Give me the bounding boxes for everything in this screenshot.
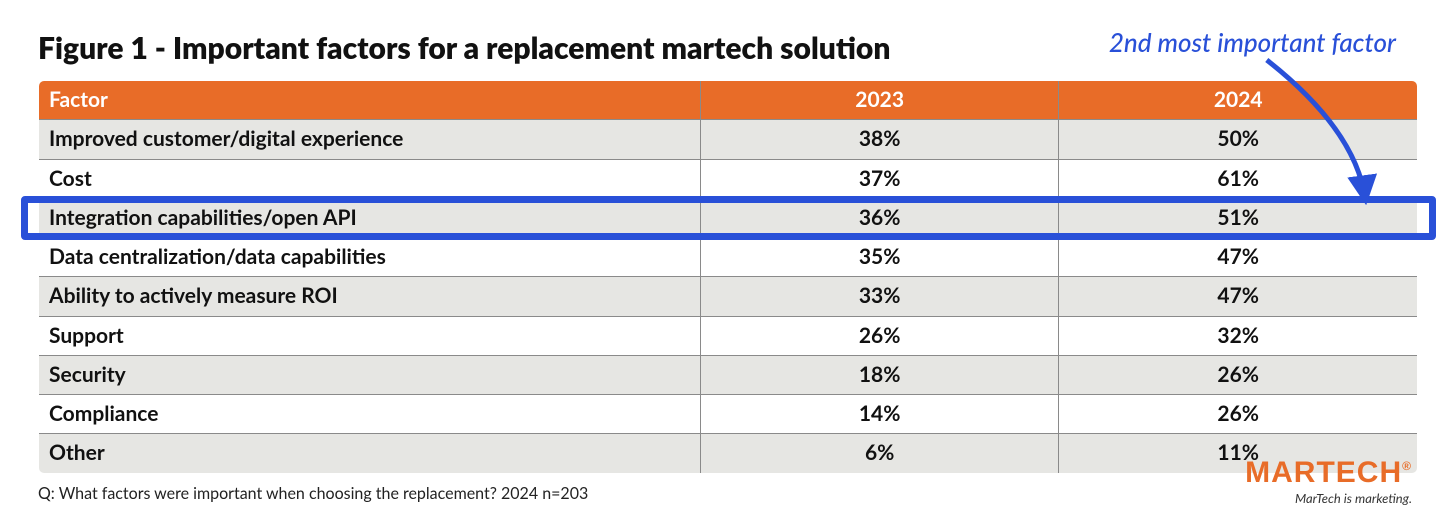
- table-container: Factor 2023 2024 Improved customer/digit…: [38, 80, 1418, 474]
- factor-cell: Cost: [39, 159, 701, 198]
- value-2024: 47%: [1059, 238, 1418, 277]
- annotation-label: 2nd most important factor: [1109, 26, 1396, 58]
- value-2024: 47%: [1059, 277, 1418, 316]
- factor-cell: Compliance: [39, 395, 701, 434]
- brand-logo: MARTECH®: [1245, 458, 1412, 488]
- value-2023: 35%: [700, 238, 1059, 277]
- value-2023: 14%: [700, 395, 1059, 434]
- table-header-row: Factor 2023 2024: [39, 81, 1418, 120]
- value-2024: 32%: [1059, 316, 1418, 355]
- factors-table: Factor 2023 2024 Improved customer/digit…: [38, 80, 1418, 474]
- value-2024: 61%: [1059, 159, 1418, 198]
- col-header-2024: 2024: [1059, 81, 1418, 120]
- factor-cell: Improved customer/digital experience: [39, 120, 701, 159]
- table-row: Data centralization/data capabilities35%…: [39, 238, 1418, 277]
- table-row: Other6%11%: [39, 434, 1418, 473]
- value-2024: 50%: [1059, 120, 1418, 159]
- value-2024: 26%: [1059, 395, 1418, 434]
- col-header-2023: 2023: [700, 81, 1059, 120]
- factor-cell: Other: [39, 434, 701, 473]
- brand-tagline: MarTech is marketing.: [1245, 490, 1412, 506]
- factor-cell: Integration capabilities/open API: [39, 198, 701, 237]
- table-row: Cost37%61%: [39, 159, 1418, 198]
- table-row: Compliance14%26%: [39, 395, 1418, 434]
- value-2023: 26%: [700, 316, 1059, 355]
- table-row: Improved customer/digital experience38%5…: [39, 120, 1418, 159]
- factor-cell: Security: [39, 355, 701, 394]
- value-2023: 37%: [700, 159, 1059, 198]
- value-2023: 33%: [700, 277, 1059, 316]
- footnote: Q: What factors were important when choo…: [38, 484, 1418, 503]
- factor-cell: Support: [39, 316, 701, 355]
- table-row: Security18%26%: [39, 355, 1418, 394]
- table-row: Support26%32%: [39, 316, 1418, 355]
- value-2024: 26%: [1059, 355, 1418, 394]
- table-row: Ability to actively measure ROI33%47%: [39, 277, 1418, 316]
- brand-block: MARTECH® MarTech is marketing.: [1245, 458, 1412, 506]
- factor-cell: Ability to actively measure ROI: [39, 277, 701, 316]
- value-2023: 18%: [700, 355, 1059, 394]
- value-2023: 6%: [700, 434, 1059, 473]
- col-header-factor: Factor: [39, 81, 701, 120]
- value-2024: 51%: [1059, 198, 1418, 237]
- value-2023: 36%: [700, 198, 1059, 237]
- factor-cell: Data centralization/data capabilities: [39, 238, 701, 277]
- value-2023: 38%: [700, 120, 1059, 159]
- table-row: Integration capabilities/open API36%51%: [39, 198, 1418, 237]
